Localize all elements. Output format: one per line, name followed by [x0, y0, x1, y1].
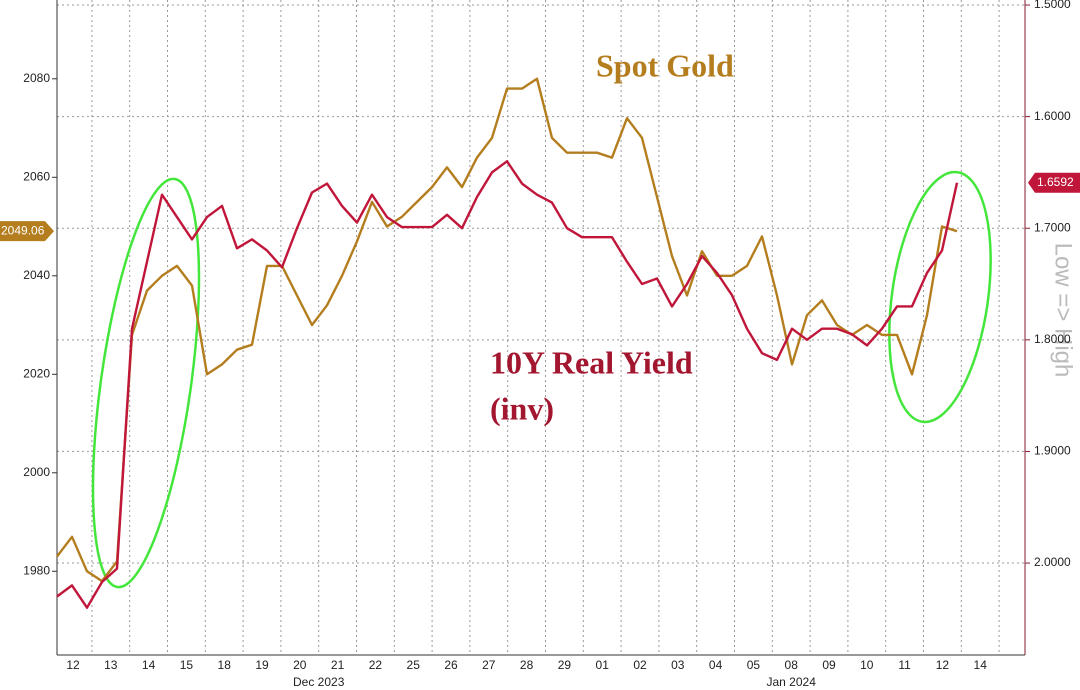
last-value-tag [1028, 172, 1080, 193]
x-tick-label: 19 [255, 658, 269, 672]
x-tick-label: 14 [974, 658, 988, 672]
x-tick-label: 04 [709, 658, 723, 672]
x-tick-label: 29 [558, 658, 572, 672]
series-line [56, 77, 958, 583]
y2-tick-label: 1.8000 [1034, 332, 1071, 346]
y2-tick-label: 1.9000 [1034, 444, 1071, 458]
x-tick-label: 14 [142, 658, 156, 672]
annotation: Spot Gold [596, 47, 734, 83]
y2-axis-title: Low => High [1050, 243, 1077, 378]
x-tick-label: 28 [520, 658, 534, 672]
last-value-label: 2049.06 [1, 223, 45, 237]
annotation: (inv) [490, 390, 554, 426]
y2-tick-label: 1.5000 [1034, 0, 1071, 11]
highlight-ellipse [91, 177, 201, 589]
x-tick-label: 05 [747, 658, 761, 672]
last-value-tag [0, 221, 54, 242]
y-tick-label: 2020 [23, 366, 50, 380]
y-tick-label: 2080 [23, 71, 50, 85]
x-tick-label: 15 [180, 658, 194, 672]
x-tick-label: 27 [482, 658, 496, 672]
y2-tick-label: 1.7000 [1034, 220, 1071, 234]
y-tick-label: 2040 [23, 268, 50, 282]
x-tick-label: 25 [407, 658, 421, 672]
x-tick-label: 09 [822, 658, 836, 672]
x-tick-label: 03 [671, 658, 685, 672]
x-group-label: Dec 2023 [293, 675, 345, 689]
y-tick-label: 1980 [23, 563, 50, 577]
annotation: 10Y Real Yield [490, 344, 693, 380]
x-tick-label: 02 [633, 658, 647, 672]
x-group-label: Jan 2024 [767, 675, 817, 689]
y-tick-label: 2060 [23, 169, 50, 183]
x-tick-label: 13 [104, 658, 118, 672]
y2-tick-label: 2.0000 [1034, 555, 1071, 569]
x-tick-label: 18 [218, 658, 232, 672]
x-tick-label: 20 [293, 658, 307, 672]
x-tick-label: 08 [785, 658, 799, 672]
x-tick-label: 01 [596, 658, 610, 672]
x-tick-label: 12 [66, 658, 80, 672]
x-tick-label: 26 [444, 658, 458, 672]
grid [57, 0, 1025, 655]
x-tick-label: 12 [936, 658, 950, 672]
x-tick-label: 10 [860, 658, 874, 672]
last-value-label: 1.6592 [1037, 175, 1074, 189]
highlight-ellipse [888, 170, 992, 424]
series-line [56, 160, 959, 609]
x-tick-label: 22 [369, 658, 383, 672]
x-tick-label: 21 [331, 658, 345, 672]
y2-tick-label: 1.6000 [1034, 109, 1071, 123]
y-tick-label: 2000 [23, 465, 50, 479]
x-tick-label: 11 [898, 658, 911, 672]
series-layer [56, 77, 959, 609]
